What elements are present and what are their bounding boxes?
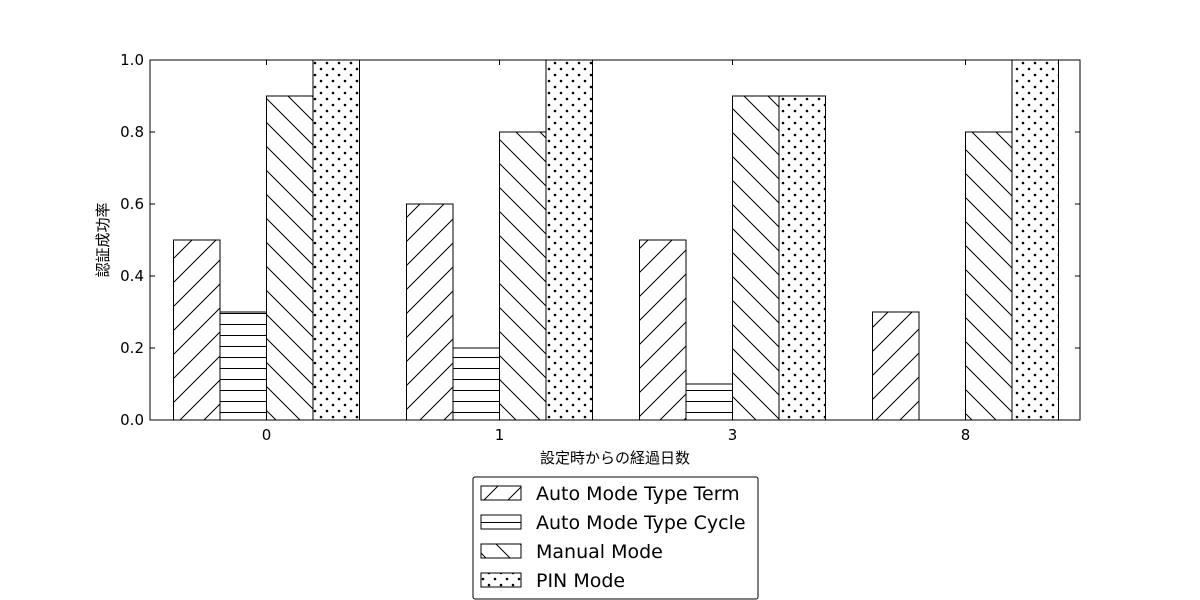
y-tick-label: 0.6 [120, 195, 144, 213]
bar-8-series-3 [1011, 59, 1059, 421]
bar-1-series-2 [499, 131, 547, 421]
x-tick-label: 0 [262, 426, 272, 444]
legend-label-2: Manual Mode [536, 541, 663, 563]
legend-swatch-2 [480, 543, 522, 559]
y-tick-label: 1.0 [120, 51, 144, 69]
bar-1-series-3 [545, 59, 593, 421]
bar-3-series-1 [685, 383, 733, 421]
legend-label-1: Auto Mode Type Cycle [536, 512, 746, 534]
legend-swatch-3 [480, 572, 522, 588]
bar-0-series-1 [219, 311, 267, 421]
plot-area-frame [149, 59, 1081, 421]
y-tick-label: 0.4 [120, 267, 144, 285]
legend-swatch-1 [480, 514, 522, 530]
y-axis-label: 認証成功率 [94, 202, 112, 277]
bar-3-series-3 [778, 95, 826, 421]
legend-label-0: Auto Mode Type Term [536, 483, 740, 505]
bar-0-series-2 [266, 95, 314, 421]
legend-label-3: PIN Mode [536, 570, 625, 592]
legend: Auto Mode Type Term Auto Mode Type Cycle M… [472, 476, 759, 600]
bar-8-series-0 [872, 311, 920, 421]
x-axis: 0 1 3 8 [262, 60, 971, 444]
bar-3-series-2 [732, 95, 780, 421]
y-tick-label: 0.8 [120, 123, 144, 141]
y-tick-label: 0.2 [120, 339, 144, 357]
bar-0-series-3 [312, 59, 360, 421]
x-tick-label: 1 [495, 426, 505, 444]
x-tick-label: 3 [728, 426, 738, 444]
bar-1-series-1 [452, 347, 500, 421]
y-axis: 0.0 0.2 0.4 0.6 0.8 1.0 [120, 51, 1080, 429]
legend-frame [472, 476, 759, 600]
bar-0-series-0 [173, 239, 221, 421]
bar-8-series-2 [965, 131, 1013, 421]
x-axis-label: 設定時からの経過日数 [540, 449, 690, 467]
x-tick-label: 8 [961, 426, 971, 444]
bar-3-series-0 [639, 239, 687, 421]
legend-swatch-0 [480, 485, 522, 501]
y-tick-label: 0.0 [120, 411, 144, 429]
bar-1-series-0 [406, 203, 454, 421]
bars-group [173, 59, 1059, 421]
